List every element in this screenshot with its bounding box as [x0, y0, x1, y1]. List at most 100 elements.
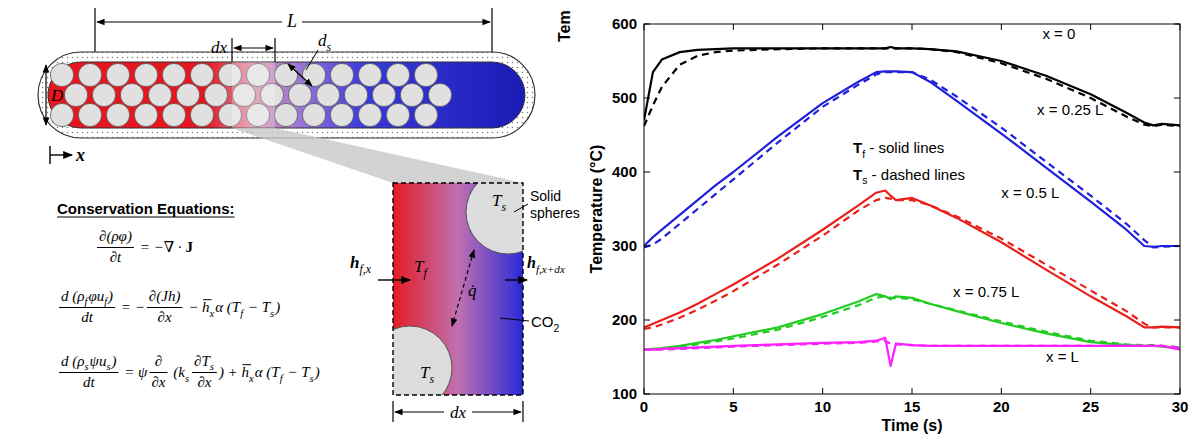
zoom-frame	[393, 183, 523, 395]
equation-text: d (	[61, 288, 78, 305]
tick	[644, 394, 650, 395]
leader-line	[306, 50, 318, 70]
tick	[1180, 388, 1181, 394]
tick	[1174, 24, 1180, 25]
tick-label: 10	[814, 398, 831, 415]
annotation: Tf - solid lines	[853, 139, 944, 160]
fraction-bar	[192, 372, 217, 373]
tick	[1001, 24, 1002, 30]
sphere	[393, 326, 452, 395]
tick	[822, 388, 823, 394]
denominator: ∂t	[110, 249, 122, 265]
sphere	[358, 63, 381, 86]
tick-label: 15	[904, 398, 921, 415]
zoom-spheres	[393, 183, 523, 395]
denominator: ∂x	[158, 309, 172, 325]
annotation: x = 0	[1042, 25, 1075, 42]
equation-text: = −∇ ·	[136, 239, 185, 255]
tick-label: 100	[612, 385, 637, 402]
annotation: x = L	[1046, 348, 1079, 365]
cropped-label: Tem	[556, 10, 573, 42]
tick	[1180, 24, 1181, 30]
subscript: s	[310, 373, 314, 384]
tick	[1174, 320, 1180, 321]
subscript: s	[429, 372, 434, 386]
tube	[48, 62, 525, 128]
series-line	[644, 294, 1180, 350]
numerator: ∂(Jh)	[149, 288, 181, 305]
equation-text: Ts	[301, 364, 313, 384]
annotation: x = 0.5 L	[1001, 184, 1059, 201]
sphere	[316, 83, 339, 106]
annotation: x = 0.75 L	[953, 283, 1019, 300]
series-line	[644, 296, 1180, 349]
equation-text: Ts	[201, 353, 213, 373]
sphere	[134, 63, 157, 86]
sphere	[302, 63, 325, 86]
series-line	[644, 198, 1180, 329]
tick-label: 5	[729, 398, 737, 415]
extension-line	[274, 38, 275, 62]
axis-label: x	[75, 145, 85, 165]
text: - solid lines	[865, 139, 944, 156]
heat-label: q̇	[468, 281, 477, 300]
tick-label: 30	[1172, 398, 1189, 415]
series-line	[644, 338, 1180, 366]
axis-title: Time (s)	[881, 417, 942, 434]
temperature-label: Tf	[414, 257, 428, 280]
equation-text: ∂	[194, 353, 201, 369]
series-line	[644, 72, 1180, 247]
fraction-bar	[59, 372, 118, 373]
callout-label: spheres	[530, 205, 580, 221]
dimension-label: dx	[211, 38, 228, 57]
zoom-wedge	[232, 128, 523, 183]
sphere	[274, 63, 297, 86]
sphere	[120, 83, 143, 106]
sphere	[78, 63, 101, 86]
tick-label: 300	[612, 237, 637, 254]
tick	[912, 24, 913, 30]
series-line	[644, 341, 1180, 350]
tick-label: 500	[612, 89, 637, 106]
equation-text: ks	[178, 364, 189, 384]
underline	[57, 217, 235, 218]
subscript: s	[270, 308, 274, 319]
equation-text: −	[284, 364, 302, 380]
tick-label: 600	[612, 15, 637, 32]
tick	[644, 172, 650, 173]
series-line	[644, 71, 1180, 246]
equation: ∂(ρφ)∂t = −∇ · J	[97, 228, 193, 265]
plot-area	[644, 24, 1180, 394]
equation: d (ρsψus)dt = ψ∂∂x (ks∂Ts∂x) + hxα (Tf −…	[59, 353, 320, 390]
section-title: Conservation Equations:	[57, 200, 235, 217]
tick	[1174, 246, 1180, 247]
tick	[912, 388, 913, 394]
sphere	[162, 63, 185, 86]
subscript: s	[84, 361, 88, 372]
flow-label: hf,x+dx	[527, 254, 565, 275]
dimension-line	[234, 47, 273, 48]
equation-text: )	[314, 364, 320, 381]
subscript: s	[185, 373, 189, 384]
sphere	[50, 63, 73, 86]
equation-text: ∂(ρφ)	[99, 228, 132, 245]
base: u	[97, 288, 105, 304]
label-ground	[444, 403, 472, 421]
equation-text: us	[99, 353, 111, 373]
equation-text: ρs	[76, 353, 88, 373]
subscript: x	[209, 308, 215, 319]
series-line	[644, 47, 1180, 125]
fraction-bar	[149, 372, 167, 373]
leader-line	[514, 204, 528, 212]
tick-label: 400	[612, 163, 637, 180]
sphere	[190, 103, 213, 126]
base: h	[242, 364, 250, 380]
temperature-label: Ts	[492, 191, 506, 214]
fraction-bar	[147, 307, 183, 308]
tick	[1001, 388, 1002, 394]
tick-label: 25	[1082, 398, 1099, 415]
annotation: Ts - dashed lines	[853, 166, 965, 187]
sphere	[372, 83, 395, 106]
denominator: ∂x	[197, 374, 211, 390]
sphere	[64, 83, 87, 106]
